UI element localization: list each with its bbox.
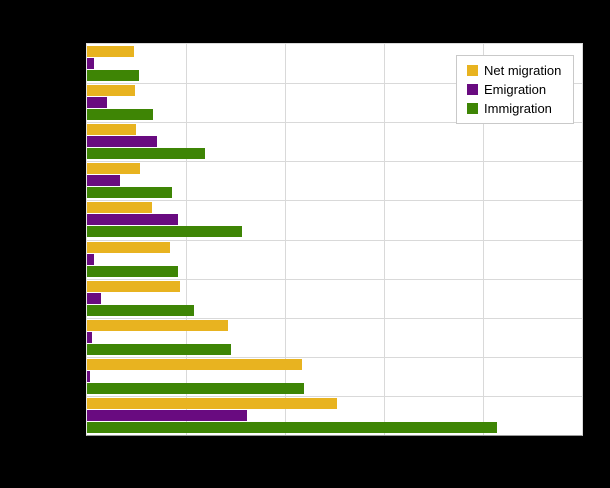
bar-immigration [87, 382, 304, 394]
bar-emigration [87, 97, 107, 109]
y-gridline [87, 278, 582, 280]
bar-immigration [87, 226, 243, 238]
bar-emigration [87, 214, 179, 226]
bar-immigration [87, 343, 231, 355]
bar-emigration [87, 136, 158, 148]
y-gridline [87, 317, 582, 319]
legend-swatch-icon [467, 103, 478, 114]
bar-net-migration [87, 319, 228, 331]
bar-group [87, 122, 582, 161]
y-gridline [87, 161, 582, 163]
plot-area: Net migration Emigration Immigration [86, 43, 583, 436]
bar-immigration [87, 265, 179, 277]
bar-immigration [87, 304, 194, 316]
bar-group [87, 83, 582, 122]
y-gridline [87, 395, 582, 397]
bar-net-migration [87, 202, 153, 214]
bar-group [87, 396, 582, 435]
bar-group [87, 279, 582, 318]
bar-emigration [87, 292, 101, 304]
legend-item-net-migration: Net migration [467, 61, 567, 80]
bar-emigration [87, 409, 248, 421]
bar-group [87, 239, 582, 278]
bar-net-migration [87, 241, 171, 253]
bar-emigration [87, 58, 94, 70]
y-gridline [87, 356, 582, 358]
bar-net-migration [87, 397, 338, 409]
bar-groups [87, 44, 582, 435]
y-gridline [87, 239, 582, 241]
legend-item-emigration: Emigration [467, 80, 567, 99]
y-gridline [87, 122, 582, 124]
bar-immigration [87, 109, 154, 121]
bar-group [87, 200, 582, 239]
bar-group [87, 357, 582, 396]
bar-immigration [87, 187, 173, 199]
bar-immigration [87, 70, 140, 82]
bar-emigration [87, 370, 90, 382]
legend-label: Emigration [484, 82, 547, 97]
bar-net-migration [87, 85, 135, 97]
legend-label: Net migration [484, 63, 562, 78]
legend-swatch-icon [467, 84, 478, 95]
bar-net-migration [87, 358, 302, 370]
bar-net-migration [87, 280, 181, 292]
legend-item-immigration: Immigration [467, 99, 567, 118]
bar-emigration [87, 175, 120, 187]
bar-group [87, 161, 582, 200]
legend-label: Immigration [484, 101, 552, 116]
bar-net-migration [87, 46, 134, 58]
bar-group [87, 318, 582, 357]
bar-net-migration [87, 163, 141, 175]
legend: Net migration Emigration Immigration [456, 55, 574, 124]
legend-swatch-icon [467, 65, 478, 76]
y-gridline [87, 83, 582, 85]
bar-emigration [87, 331, 92, 343]
bar-emigration [87, 253, 94, 265]
bar-immigration [87, 421, 497, 433]
bar-net-migration [87, 124, 136, 136]
bar-group [87, 44, 582, 83]
y-gridline [87, 200, 582, 202]
bar-immigration [87, 148, 205, 160]
